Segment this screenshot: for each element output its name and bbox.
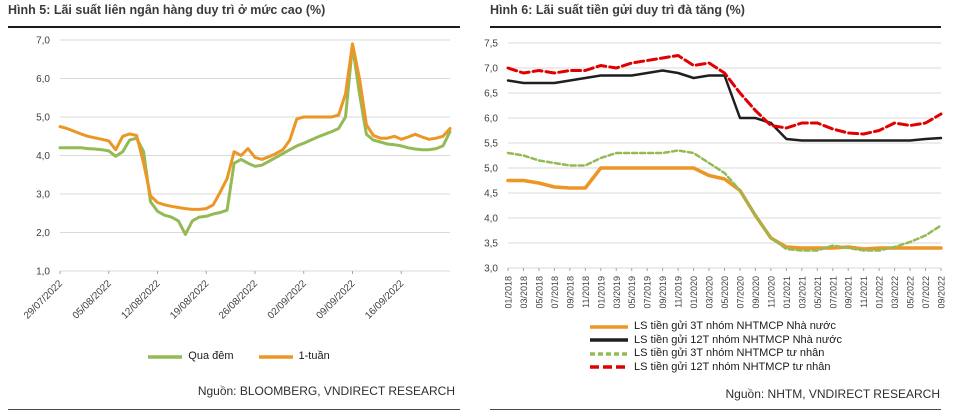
x-tick-label: 12/08/2022: [119, 278, 162, 321]
y-tick-label: 4,5: [484, 189, 498, 200]
x-tick-label: 02/09/2022: [266, 278, 309, 321]
x-tick-label: 11/2021: [859, 276, 869, 308]
x-tick-label: 11/2018: [581, 276, 591, 308]
x-tick-label: 01/2019: [596, 276, 606, 309]
x-tick-label: 01/2021: [782, 276, 792, 309]
y-tick-label: 6,0: [484, 114, 498, 125]
x-tick-label: 07/2021: [828, 276, 838, 309]
panel-deposit-rates: Hình 6: Lãi suất tiền gửi duy trì đà tăn…: [477, 0, 954, 419]
x-tick-label: 09/2020: [751, 276, 761, 309]
x-tick-label: 09/09/2022: [314, 278, 357, 321]
chart-title: Hình 5: Lãi suất liên ngân hàng duy trì …: [8, 3, 326, 17]
x-tick-label: 01/2018: [504, 276, 514, 309]
deposit-rate-line-chart: 7,5 7,0 6,5 6,0 5,5 5,0 4,5 4,0 3,5 3,0 01/2018 03/…: [484, 39, 947, 309]
x-tick-label: 19/08/2022: [168, 278, 211, 321]
y-tick-label: 2,0: [36, 228, 50, 239]
y-tick-label: 4,0: [484, 214, 498, 225]
x-tick-label: 07/2022: [921, 276, 931, 309]
panel-interbank-rates: Hình 5: Lãi suất liên ngân hàng duy trì …: [0, 3, 477, 410]
y-tick-label: 7,5: [484, 39, 498, 50]
legend-label: LS tiền gửi 12T nhóm NHTMCP tư nhân: [634, 360, 831, 373]
x-tick-label: 09/2021: [844, 276, 854, 309]
x-tick-label: 26/08/2022: [217, 278, 260, 321]
x-tick-label: 01/2020: [689, 276, 699, 309]
x-tick-label: 03/2018: [519, 276, 529, 309]
title-divider: [490, 26, 941, 28]
legend-swatch: [258, 355, 293, 359]
legend-swatch: [590, 365, 628, 369]
x-tick-label: 05/08/2022: [71, 278, 114, 321]
series-line: [506, 69, 943, 142]
x-tick-label: 09/2019: [658, 276, 668, 309]
x-tick-label: 07/2019: [643, 276, 653, 309]
x-tick-label: 07/2018: [550, 276, 560, 309]
y-tick-label: 6,5: [484, 89, 498, 100]
x-tick-label: 03/2020: [705, 276, 715, 309]
x-tick-label: 07/2020: [735, 276, 745, 309]
series-line: [506, 54, 943, 136]
y-tick-label: 5,5: [484, 139, 498, 150]
y-tick-label: 5,0: [36, 113, 50, 124]
y-tick-label: 7,0: [36, 36, 50, 47]
y-tick-label: 3,0: [36, 190, 50, 201]
x-tick-label: 03/2019: [612, 276, 622, 309]
series-line: [506, 149, 943, 252]
x-tick-label: 05/2020: [720, 276, 730, 309]
x-tick-label: 03/2021: [797, 276, 807, 309]
legend-item: 1-tuần: [258, 350, 330, 364]
x-tick-label: 16/09/2022: [363, 278, 406, 321]
y-tick-label: 5,0: [484, 164, 498, 175]
bottom-divider: [8, 409, 460, 410]
x-tick-label: 05/2018: [534, 276, 544, 309]
legend-label: LS tiền gửi 3T nhóm NHTMCP tư nhân: [634, 347, 825, 359]
x-tick-label: 03/2022: [890, 276, 900, 309]
y-tick-label: 3,0: [484, 264, 498, 275]
y-tick-label: 4,0: [36, 151, 50, 162]
x-tick-label: 11/2020: [766, 276, 776, 308]
legend-item: Qua đêm: [147, 350, 234, 364]
legend-label: LS tiền gửi 12T nhóm NHTMCP Nhà nước: [634, 333, 843, 346]
y-tick-label: 6,0: [36, 74, 50, 85]
legend-label: LS tiền gửi 3T nhóm NHTMCP Nhà nước: [634, 320, 836, 332]
legend-label: 1-tuần: [298, 350, 330, 362]
x-tick-label: 05/2021: [813, 276, 823, 309]
x-tick-label: 09/2018: [565, 276, 575, 309]
x-tick-label: 05/2022: [906, 276, 916, 309]
title-divider: [8, 26, 460, 28]
series-line: [58, 42, 452, 211]
series-line: [58, 44, 452, 236]
x-tick-label: 05/2019: [627, 276, 637, 309]
chart-legend: LS tiền gửi 3T nhóm NHTMCP Nhà nước LS ti…: [589, 320, 842, 374]
legend-item: LS tiền gửi 12T nhóm NHTMCP Nhà nước: [589, 334, 842, 348]
x-tick-label: 29/07/2022: [22, 278, 65, 321]
x-tick-label: 11/2019: [674, 276, 684, 308]
source-note: Nguồn: BLOOMBERG, VNDIRECT RESEARCH: [197, 384, 455, 398]
legend-item: LS tiền gửi 3T nhóm NHTMCP Nhà nước: [589, 320, 842, 334]
legend-item: LS tiền gửi 12T nhóm NHTMCP tư nhân: [589, 361, 842, 375]
chart-title: Hình 6: Lãi suất tiền gửi duy trì đà tăn…: [490, 3, 745, 17]
legend-label: Qua đêm: [188, 350, 234, 362]
y-tick-label: 1,0: [36, 267, 50, 278]
source-note: Nguồn: NHTM, VNDIRECT RESEARCH: [725, 387, 941, 401]
series-line: [506, 166, 943, 251]
x-tick-label: 09/2022: [937, 276, 947, 309]
bottom-divider: [490, 409, 941, 410]
legend-swatch: [590, 325, 628, 329]
legend-swatch: [590, 338, 628, 342]
legend-swatch: [148, 355, 183, 359]
interbank-rate-line-chart: 7,0 6,0 5,0 4,0 3,0 2,0 1,029/07/2022 05/08/202…: [22, 36, 452, 322]
chart-legend: Qua đêm 1-tuần: [0, 350, 477, 364]
legend-swatch: [590, 352, 628, 356]
y-tick-label: 3,5: [484, 239, 498, 250]
y-tick-label: 7,0: [484, 64, 498, 75]
legend-item: LS tiền gửi 3T nhóm NHTMCP tư nhân: [589, 347, 842, 361]
x-tick-label: 01/2022: [875, 276, 885, 309]
